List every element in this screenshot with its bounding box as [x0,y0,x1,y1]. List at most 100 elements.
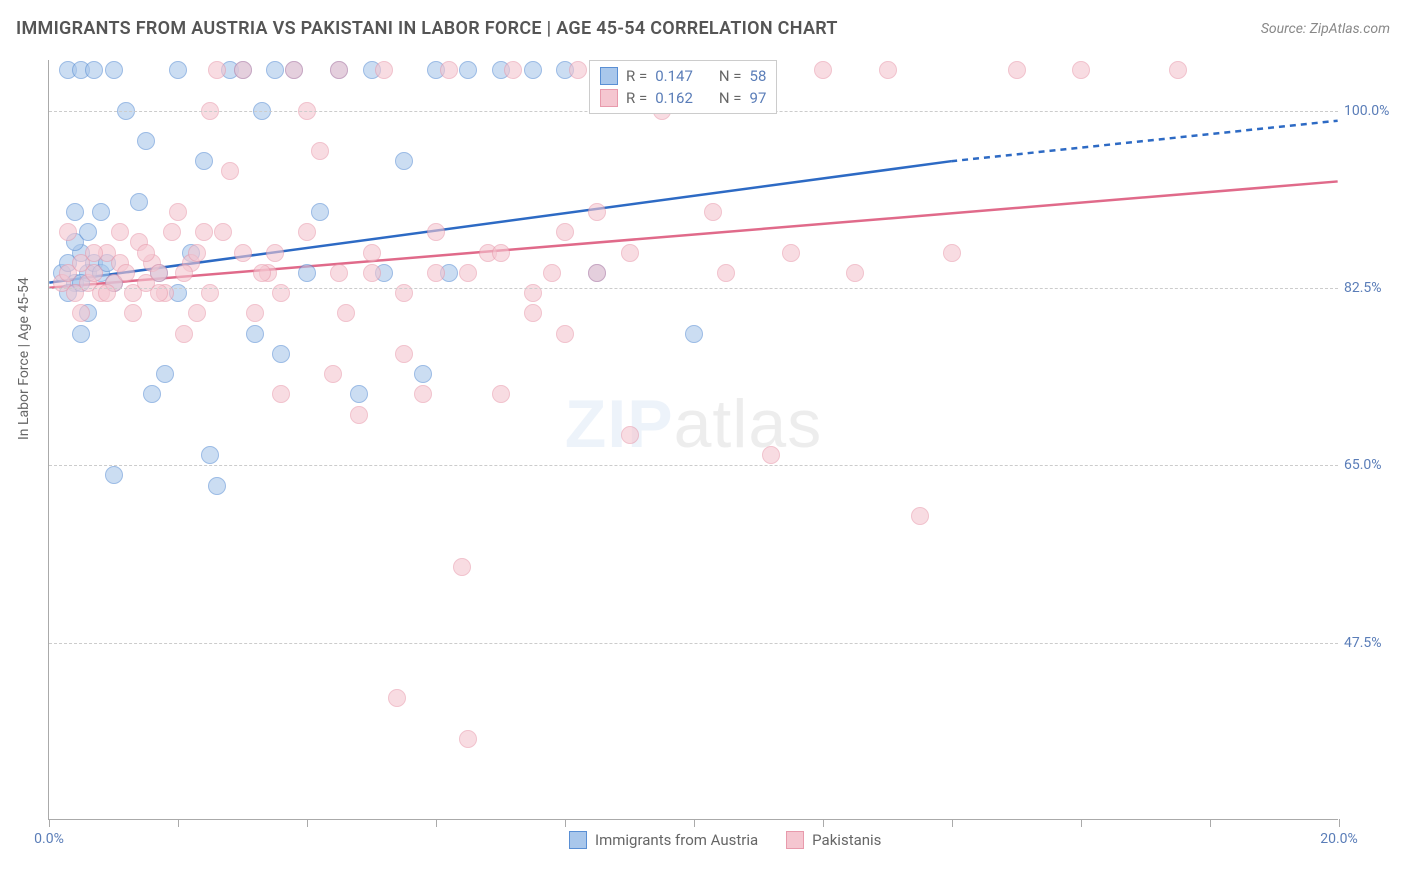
scatter-point [163,223,181,241]
legend-item-pakistani: Pakistanis [786,831,881,849]
n-value: 58 [750,67,767,85]
scatter-point [156,365,174,383]
scatter-point [124,304,142,322]
scatter-point [92,203,110,221]
ytick-label: 100.0% [1344,103,1396,119]
scatter-point [195,152,213,170]
scatter-point [137,132,155,150]
scatter-point [272,345,290,363]
gridline [49,465,1338,466]
scatter-point [375,61,393,79]
swatch-pink-icon [600,89,618,107]
scatter-point [363,264,381,282]
scatter-point [85,264,103,282]
scatter-point [98,284,116,302]
xtick [565,819,566,827]
scatter-point [911,507,929,525]
scatter-point [85,61,103,79]
scatter-point [137,244,155,262]
scatter-point [214,223,232,241]
swatch-blue-icon [569,831,587,849]
scatter-point [685,325,703,343]
ytick-label: 82.5% [1344,280,1396,296]
swatch-blue-icon [600,67,618,85]
scatter-point [943,244,961,262]
swatch-pink-icon [786,831,804,849]
scatter-point [504,61,522,79]
xtick [823,819,824,827]
xtick-label: 20.0% [1320,831,1358,847]
scatter-point [556,325,574,343]
scatter-point [363,244,381,262]
scatter-point [1169,61,1187,79]
scatter-point [427,264,445,282]
scatter-point [556,223,574,241]
xtick-label: 0.0% [34,831,64,847]
scatter-point [1008,61,1026,79]
trend-lines [49,60,1338,819]
scatter-point [621,244,639,262]
ytick-label: 47.5% [1344,635,1396,651]
r-value: 0.147 [655,67,693,85]
scatter-point [195,223,213,241]
scatter-point [188,244,206,262]
scatter-point [208,477,226,495]
chart-plot-area: ZIPatlas 47.5%65.0%82.5%100.0%0.0%20.0% … [48,60,1338,820]
scatter-point [175,325,193,343]
scatter-point [201,446,219,464]
scatter-point [266,61,284,79]
scatter-point [395,284,413,302]
scatter-point [201,284,219,302]
scatter-point [414,365,432,383]
scatter-point [337,304,355,322]
scatter-point [253,264,271,282]
scatter-point [459,264,477,282]
scatter-point [208,61,226,79]
xtick [307,819,308,827]
scatter-point [492,244,510,262]
scatter-point [524,284,542,302]
scatter-point [427,223,445,241]
n-value: 97 [750,89,767,107]
scatter-point [459,730,477,748]
scatter-point [311,203,329,221]
scatter-point [169,61,187,79]
scatter-point [569,61,587,79]
gridline [49,643,1338,644]
scatter-point [324,365,342,383]
scatter-point [1072,61,1090,79]
scatter-point [246,304,264,322]
series-legend: Immigrants from Austria Pakistanis [569,831,881,849]
scatter-point [814,61,832,79]
scatter-point [492,385,510,403]
scatter-point [272,385,290,403]
xtick [1339,819,1340,827]
gridline [49,288,1338,289]
scatter-point [188,304,206,322]
scatter-point [175,264,193,282]
xtick [178,819,179,827]
xtick [1210,819,1211,827]
xtick [694,819,695,827]
scatter-point [459,61,477,79]
ytick-label: 65.0% [1344,457,1396,473]
scatter-point [350,406,368,424]
scatter-point [234,244,252,262]
scatter-point [453,558,471,576]
y-axis-label: In Labor Force | Age 45-54 [16,277,32,440]
scatter-point [143,385,161,403]
scatter-point [66,203,84,221]
scatter-point [388,689,406,707]
scatter-point [111,223,129,241]
legend-label: Immigrants from Austria [595,831,758,849]
scatter-point [330,264,348,282]
scatter-point [704,203,722,221]
n-label: N = [719,89,742,107]
legend-row-austria: R = 0.147 N = 58 [600,65,766,87]
r-label: R = [626,89,647,107]
chart-title: IMMIGRANTS FROM AUSTRIA VS PAKISTANI IN … [16,18,838,39]
scatter-point [414,385,432,403]
scatter-point [85,244,103,262]
legend-label: Pakistanis [812,831,881,849]
scatter-point [298,264,316,282]
